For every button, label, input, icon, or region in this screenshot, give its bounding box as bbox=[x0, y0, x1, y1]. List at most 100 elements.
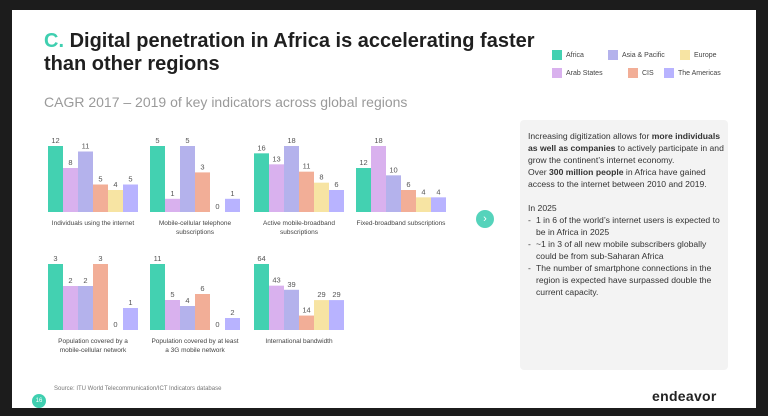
page-number: 16 bbox=[32, 394, 46, 408]
bar-cis bbox=[299, 315, 314, 330]
bar-the-americas bbox=[123, 184, 138, 212]
insight-paragraph-1: Increasing digitization allows for more … bbox=[528, 131, 724, 165]
axis-label: Mobile-cellular telephone bbox=[159, 220, 232, 227]
data-label: 6 bbox=[406, 180, 410, 189]
bar-cis bbox=[401, 190, 416, 212]
data-label: 0 bbox=[215, 202, 219, 211]
axis-label: Population covered by at least bbox=[151, 338, 238, 345]
title-text: Digital penetration in Africa is acceler… bbox=[44, 30, 535, 75]
axis-label: Active mobile-broadband bbox=[263, 220, 335, 227]
bar-asia-pacific bbox=[180, 146, 195, 212]
legend-label-the-americas: The Americas bbox=[678, 69, 721, 77]
data-label: 2 bbox=[83, 276, 87, 285]
axis-label: subscriptions bbox=[280, 229, 319, 236]
data-label: 29 bbox=[317, 290, 325, 299]
legend-swatch-cis bbox=[628, 68, 638, 78]
bar-africa bbox=[254, 264, 269, 330]
data-label: 5 bbox=[128, 175, 132, 184]
data-label: 4 bbox=[436, 187, 440, 196]
data-label: 4 bbox=[113, 180, 117, 189]
bar-africa bbox=[150, 146, 165, 212]
data-label: 14 bbox=[302, 306, 310, 315]
data-label: 11 bbox=[82, 142, 90, 151]
bar-europe bbox=[416, 197, 431, 212]
bar-arab-states bbox=[63, 168, 78, 212]
legend-item-europe: Europe bbox=[680, 50, 717, 60]
endeavor-logo: endeavor bbox=[652, 388, 717, 404]
legend-label-asia-pacific: Asia & Pacific bbox=[622, 51, 665, 59]
insight-bullets: 1 in 6 of the world’s internet users is … bbox=[528, 214, 724, 298]
data-label: 4 bbox=[421, 187, 425, 196]
legend-swatch-asia-pacific bbox=[608, 50, 618, 60]
bar-asia-pacific bbox=[284, 289, 299, 330]
chart-active-mobile-broadband-subscriptions: 16 13 18 11 8 6 Active mobile-broadband subscri… bbox=[254, 136, 344, 236]
legend-label-africa: Africa bbox=[566, 51, 584, 59]
data-label: 12 bbox=[359, 158, 367, 167]
data-label: 1 bbox=[170, 189, 174, 198]
axis-label: Population covered by a bbox=[58, 338, 128, 345]
data-label: 6 bbox=[200, 284, 204, 293]
data-label: 8 bbox=[319, 173, 323, 182]
insight-text: Increasing digitization allows for more … bbox=[528, 130, 724, 298]
chart-international-bandwidth: 64 43 39 14 29 29 International bandwidth bbox=[254, 254, 344, 345]
bar-cis bbox=[195, 294, 210, 330]
bar-the-americas bbox=[329, 300, 344, 330]
insight-paragraph-2: Over 300 million people in Africa have g… bbox=[528, 167, 707, 189]
data-label: 0 bbox=[113, 320, 117, 329]
data-label: 3 bbox=[53, 254, 57, 263]
data-label: 1 bbox=[230, 189, 234, 198]
bar-cis bbox=[93, 184, 108, 212]
legend-swatch-europe bbox=[680, 50, 690, 60]
next-arrow-button[interactable]: › bbox=[476, 210, 494, 228]
data-label: 5 bbox=[185, 136, 189, 145]
data-label: 1 bbox=[128, 298, 132, 307]
title-prefix: C. bbox=[44, 30, 64, 52]
bar-asia-pacific bbox=[78, 286, 93, 330]
data-label: 10 bbox=[389, 165, 397, 174]
legend-label-cis: CIS bbox=[642, 69, 654, 77]
bar-africa bbox=[150, 264, 165, 330]
data-label: 5 bbox=[98, 175, 102, 184]
bar-asia-pacific bbox=[284, 146, 299, 212]
page-subtitle: CAGR 2017 – 2019 of key indicators acros… bbox=[44, 94, 408, 110]
bar-europe bbox=[314, 182, 329, 212]
insight-panel: Increasing digitization allows for more … bbox=[520, 120, 728, 370]
data-label: 18 bbox=[374, 136, 382, 145]
legend-item-arab-states: Arab States bbox=[552, 68, 603, 78]
data-label: 11 bbox=[303, 162, 311, 171]
data-label: 5 bbox=[155, 136, 159, 145]
bar-the-americas bbox=[431, 197, 446, 212]
data-label: 43 bbox=[272, 276, 280, 285]
data-label: 64 bbox=[257, 254, 265, 263]
bar-the-americas bbox=[123, 308, 138, 330]
bar-asia-pacific bbox=[386, 175, 401, 212]
data-label: 6 bbox=[334, 180, 338, 189]
data-label: 2 bbox=[230, 308, 234, 317]
data-label: 13 bbox=[272, 154, 280, 163]
bar-arab-states bbox=[371, 146, 386, 212]
data-label: 0 bbox=[215, 320, 219, 329]
bar-asia-pacific bbox=[78, 151, 93, 212]
bar-cis bbox=[93, 264, 108, 330]
chart-individuals-using-the-internet: 12 8 11 5 4 5 Individuals using the internet bbox=[48, 136, 138, 227]
chart-population-covered-by-a-mobile-cellular-network: 3 2 2 3 0 1 Population covered by a mobile-cell… bbox=[48, 254, 138, 354]
data-label: 12 bbox=[51, 136, 59, 145]
data-label: 4 bbox=[185, 296, 189, 305]
bar-europe bbox=[314, 300, 329, 330]
insight-heading-2025: In 2025 bbox=[528, 203, 557, 213]
insight-bullet: ~1 in 3 of all new mobile subscribers gl… bbox=[528, 238, 724, 262]
data-label: 11 bbox=[154, 254, 162, 263]
insight-bullet: 1 in 6 of the world’s internet users is … bbox=[528, 214, 724, 238]
axis-label: Individuals using the internet bbox=[52, 220, 135, 227]
data-label: 5 bbox=[170, 290, 174, 299]
bar-africa bbox=[254, 153, 269, 212]
bar-arab-states bbox=[63, 286, 78, 330]
data-label: 39 bbox=[287, 280, 295, 289]
data-label: 18 bbox=[287, 136, 295, 145]
bar-africa bbox=[48, 146, 63, 212]
chart-fixed-broadband-subscriptions: 12 18 10 6 4 4 Fixed-broadband subscriptions bbox=[356, 136, 446, 227]
legend-item-africa: Africa bbox=[552, 50, 584, 60]
data-label: 8 bbox=[68, 158, 72, 167]
chart-population-covered-by-at-least-a-3g-mobile-network: 11 5 4 6 0 2 Population covered by at least a 3… bbox=[150, 254, 240, 354]
